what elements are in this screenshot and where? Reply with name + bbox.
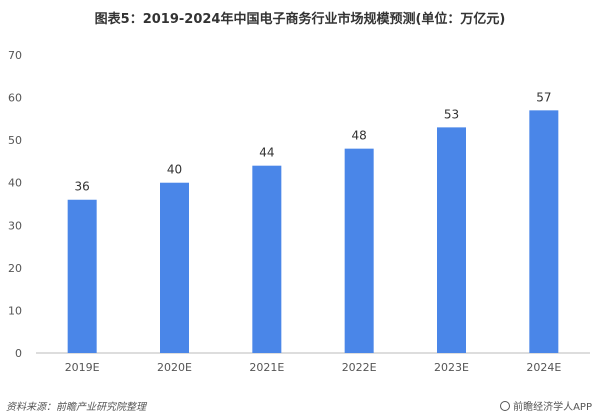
y-tick-label: 20	[8, 262, 22, 275]
bar-value-label: 57	[536, 90, 551, 104]
brand-text: 前瞻经济学人APP	[513, 402, 592, 413]
y-tick-label: 60	[8, 92, 22, 105]
y-tick-label: 10	[8, 304, 22, 317]
bar	[437, 127, 466, 353]
y-tick-label: 0	[15, 347, 22, 360]
bar	[529, 110, 559, 353]
y-tick-label: 70	[8, 49, 22, 62]
x-tick-label: 2020E	[157, 361, 192, 374]
bar	[160, 182, 189, 353]
bar-value-label: 40	[167, 163, 182, 177]
x-tick-label: 2019E	[65, 361, 100, 374]
bar-value-label: 44	[259, 146, 274, 160]
y-tick-label: 50	[8, 134, 22, 147]
chart-title: 图表5：2019-2024年中国电子商务行业市场规模预测(单位：万亿元)	[94, 12, 506, 27]
y-tick-label: 30	[8, 219, 22, 232]
x-tick-label: 2024E	[526, 361, 561, 374]
y-axis: 0 10 20 30 40 50 60 70	[8, 49, 22, 360]
brand-credit: 前瞻经济学人APP	[500, 398, 592, 413]
bar	[344, 148, 374, 353]
x-tick-label: 2022E	[342, 361, 377, 374]
at-icon	[500, 400, 511, 411]
bar	[252, 165, 282, 353]
bars: 36 40 44 48 53 57	[67, 90, 559, 353]
bar-value-label: 48	[352, 129, 367, 143]
bar	[67, 199, 97, 353]
source-note: 资料来源：前瞻产业研究院整理	[6, 402, 146, 413]
x-axis: 2019E 2020E 2021E 2022E 2023E 2024E	[65, 361, 562, 374]
x-tick-label: 2021E	[249, 361, 284, 374]
bar-value-label: 36	[75, 180, 90, 194]
bar-value-label: 53	[444, 107, 459, 121]
x-tick-label: 2023E	[434, 361, 469, 374]
y-tick-label: 40	[8, 177, 22, 190]
